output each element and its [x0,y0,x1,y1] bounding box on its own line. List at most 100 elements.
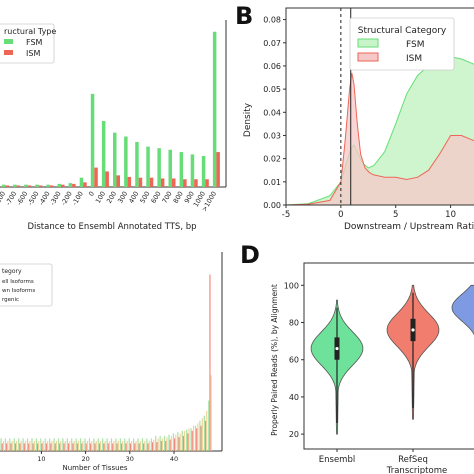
panel-a-x-tick-labels: -800-700-600-500-400-300-200-100 01002003… [0,190,218,213]
panel-a-tick-0: -800 [0,190,7,207]
panel-c-bar-s0-35 [150,438,152,451]
panel-c-bar-s2-2 [7,440,9,451]
panel-c-bar-s2-41 [179,433,181,451]
panel-c-bar-s0-17 [71,438,73,451]
panel-c-bar-s2-14 [60,440,62,451]
panel-b-x-tick-labels: -5 0 5 10 [282,205,456,220]
panel-a-bar-ism-5 [61,184,65,187]
panel-d-ytick-1: 40 [289,393,299,402]
panel-c-bar-s1-13 [54,443,56,451]
panel-a-x-axis-label: Distance to Ensembl Annotated TTS, bp [27,222,196,232]
panel-a-legend-title: ructural Type [4,27,56,36]
panel-c-bar-s0-2 [4,438,7,451]
panel-c-bar-s2-40 [175,434,177,451]
panel-a-tick-12: 400 [127,190,140,205]
panel-a-bar-fsm-17 [190,154,195,187]
panel-b-x-axis-label: Downstream / Upstream Ratio [344,222,474,232]
panel-c-bar-s1-30 [129,443,131,451]
panel-a-bar-fsm-8 [90,93,95,187]
panel-a-legend: ructural Type FSM ISM [0,23,56,64]
panel-c-bar-s2-21 [91,440,93,451]
panel-c-bar-s1-20 [85,443,87,451]
panel-c-legend-entry-1: ell Isoforms [2,279,34,285]
panel-a-bar-ism-15 [172,178,176,187]
panel-a-bar-fsm-16 [179,152,184,187]
panel-c-bar-s2-13 [55,440,58,451]
panel-a-bar-ism-18 [205,179,209,187]
panel-d-violin-third [451,284,474,336]
panel-c-bar-s0-37 [159,435,161,451]
panel-a-bar-ism-19 [216,152,220,187]
panel-c-bar-s1-14 [59,443,61,451]
panel-c-bar-s2-25 [108,440,111,451]
panel-c-bar-s0-32 [137,438,139,451]
panel-c-bar-s2-15 [64,440,66,451]
panel-a-bar-fsm-18 [201,155,206,187]
panel-a-tick-10: 200 [105,190,118,205]
panel-c-bar-s1-9 [36,443,39,451]
panel-a-bar-ism-0 [5,185,9,187]
panel-b-legend-ism: ISM [406,54,422,64]
panel-d-xtick-0: Ensembl [319,455,355,465]
panel-c-bar-s2-32 [139,440,142,451]
panel-c-bar-s1-25 [107,443,109,451]
panel-c-bar-s2-42 [184,430,186,451]
panel-d-violins [310,284,474,435]
panel-c-bar-s1-44 [191,430,193,451]
panel-c-bar-s0-47 [203,415,205,451]
panel-c-bar-s2-43 [188,428,190,451]
panel-c-bar-s1-29 [125,443,127,451]
panel-b-ytick-2: 0.02 [263,155,281,164]
panel-a-bar-fsm-10 [113,132,117,187]
panel-c-bar-s1-22 [94,443,96,451]
panel-c-bar-s2-18 [77,440,80,451]
panel-a-tick-9: 100 [94,190,107,205]
panel-a-legend-fsm-swatch [4,39,13,44]
panel-c-bar-s0-38 [163,435,166,451]
panel-c-bar-s1-46 [200,425,202,451]
panel-c-bar-s0-21 [88,438,91,451]
panel-d-letter: D [240,241,260,269]
panel-c-bar-s2-9 [38,440,40,451]
panel-c-bar-s0-41 [177,432,179,451]
panel-a-tick-7: -100 [71,190,85,207]
panel-b-ytick-4: 0.04 [263,108,281,117]
panel-b-legend-ism-swatch [357,52,379,62]
panel-c-bar-s2-44 [192,425,195,451]
panel-a-tick-16: 800 [172,190,185,205]
panel-c-bar-s2-24 [104,440,106,451]
panel-c-bar-s2-23 [100,440,102,451]
panel-c-bar-s0-19 [79,438,82,451]
panel-c-bar-s1-1 [1,443,3,451]
panel-c-bar-s0-24 [102,438,104,451]
panel-c-legend-title: tegory [2,268,22,275]
panel-c-bar-s1-34 [147,443,149,451]
panel-c-bar-s0-25 [106,438,108,451]
panel-d-y-tick-labels: 20 40 60 80 100 [284,281,304,439]
panel-c-bar-s0-30 [128,438,130,451]
panel-c-bar-s1-36 [156,442,158,451]
panel-c-bar-s0-10 [40,438,42,451]
panel-a-bar-fsm-12 [135,141,139,187]
panel-c-legend: tegory ell Isoforms wn Isoforms rgenic [0,263,53,307]
panel-c-bar-s1-7 [28,443,30,451]
panel-c-bar-s2-45 [197,423,199,451]
panel-a-legend-fsm: FSM [26,38,43,47]
panel-c-bar-s2-48 [210,375,212,451]
panel-a-bar-ism-7 [83,182,87,187]
panel-a-legend-ism-swatch [4,50,13,55]
panel-c-bar-s0-6 [22,438,24,451]
panel-c-bar-s1-8 [32,443,34,451]
panel-b-ytick-7: 0.07 [263,39,281,48]
panel-c-x-axis-label: Number of Tissues [62,464,127,472]
panel-c-bar-s2-33 [144,440,146,451]
panel-c-bar-s0-15 [62,438,64,451]
panel-a-bar-fsm-6 [68,183,73,187]
panel-c-bar-s1-32 [138,443,140,451]
panel-c-bar-s1-12 [50,443,52,451]
panel-a-bar-ism-17 [194,179,198,187]
panel-c-bar-s1-47 [204,420,207,451]
panel-a-tick-11: 300 [116,190,129,205]
panel-a-bar-ism-10 [116,175,120,187]
